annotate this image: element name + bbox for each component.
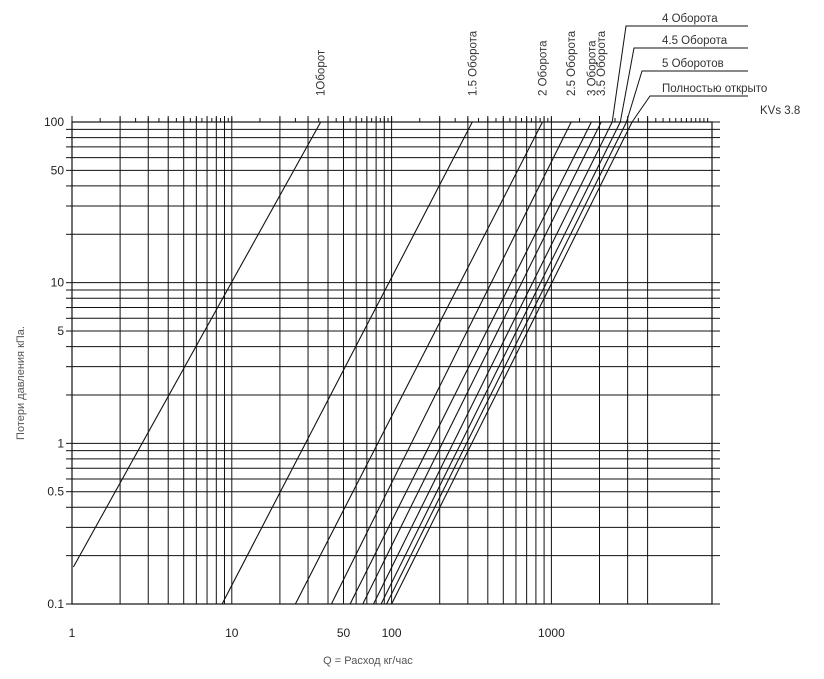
y-tick-label-4: 10 bbox=[51, 276, 65, 290]
kvs-annotation: KVs 3.8 bbox=[760, 105, 800, 117]
series-leader-7 bbox=[619, 47, 748, 123]
series-line-3 bbox=[330, 121, 572, 605]
series-line-9 bbox=[391, 121, 633, 605]
series-label-5: 3.5 Оборота bbox=[596, 30, 608, 96]
y-tick-label-0: 0.1 bbox=[47, 597, 64, 611]
series-line-6 bbox=[373, 121, 613, 605]
series-label-1: 1.5 Оборота bbox=[467, 30, 479, 96]
series-leader-9 bbox=[631, 95, 748, 123]
series-line-4 bbox=[349, 121, 592, 605]
y-tick-label-1: 0.5 bbox=[47, 485, 64, 499]
x-axis-title: Q = Расход кг/час bbox=[323, 655, 413, 667]
series-label-9: Полностью открыто bbox=[662, 83, 767, 95]
grid bbox=[66, 116, 720, 605]
y-tick-label-3: 5 bbox=[57, 324, 64, 338]
series-leader-6 bbox=[611, 25, 748, 123]
tick-labels: 1 10 50 100 1000 0.1 0.5 1 5 10 50 100 bbox=[44, 115, 565, 640]
y-tick-label-2: 1 bbox=[57, 436, 64, 450]
x-tick-label-0: 1 bbox=[69, 626, 76, 640]
series-label-7: 4.5 Оборота bbox=[662, 35, 728, 47]
series-label-8: 5 Оборотов bbox=[662, 58, 724, 70]
series-line-0 bbox=[72, 121, 322, 568]
x-tick-label-4: 1000 bbox=[538, 626, 565, 640]
x-tick-label-2: 50 bbox=[337, 626, 351, 640]
series-label-6: 4 Оборота bbox=[662, 13, 718, 25]
series-line-1 bbox=[221, 121, 473, 605]
series-label-2: 2 Оборота bbox=[538, 40, 550, 96]
series-label-0: 1Оборот bbox=[316, 49, 328, 96]
series-line-2 bbox=[294, 121, 543, 605]
series-line-7 bbox=[380, 121, 621, 605]
series-labels: 1Оборот 1.5 Оборота 2 Оборота 2.5 Оборота 3 … bbox=[316, 13, 800, 123]
x-tick-label-3: 100 bbox=[382, 626, 402, 640]
series-label-3: 2.5 Оборота bbox=[566, 30, 578, 96]
y-tick-label-5: 50 bbox=[51, 163, 65, 177]
series-line-5 bbox=[362, 121, 602, 605]
series-label-4: 3 Оборота bbox=[586, 40, 598, 96]
y-axis-title: Потери давления кПа. bbox=[15, 326, 27, 440]
series-line-8 bbox=[386, 121, 627, 605]
y-tick-label-6: 100 bbox=[44, 115, 64, 129]
series-lines bbox=[72, 121, 633, 605]
series-leader-8 bbox=[626, 70, 748, 123]
x-tick-label-1: 10 bbox=[225, 626, 239, 640]
